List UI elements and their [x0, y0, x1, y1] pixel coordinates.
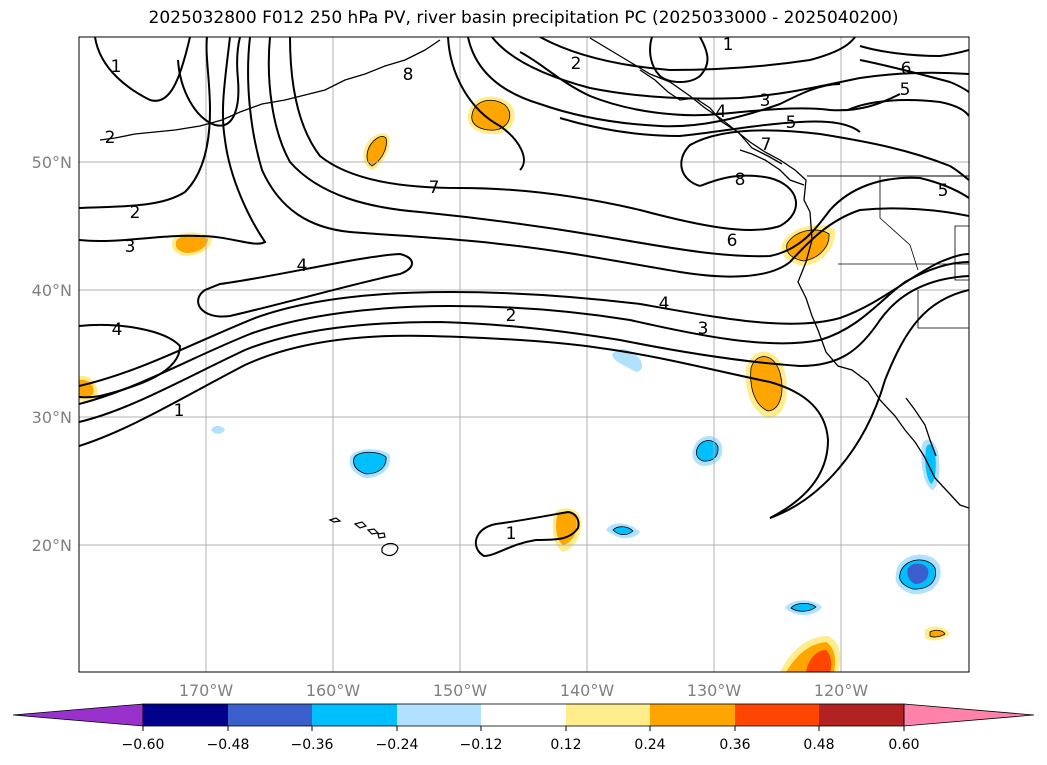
contour-label: 6	[901, 59, 912, 79]
colorbar-tick-label: −0.12	[460, 737, 503, 753]
contour-label: 5	[900, 80, 911, 100]
map-frame	[78, 36, 970, 673]
contour-label: 2	[130, 203, 141, 223]
contour-label: 4	[659, 294, 670, 314]
figure-title: 2025032800 F012 250 hPa PV, river basin …	[148, 8, 899, 28]
contour-label: 4	[716, 102, 727, 122]
contour-label: 2	[105, 128, 116, 148]
pv-contour-labels: 1 2 2 3 4 4 1 7 2 4 3 2 1 3 4 5 7 8 6 6 …	[105, 35, 949, 544]
anomaly-outlines	[353, 99, 946, 638]
lon-tick-label: 170°W	[179, 681, 234, 700]
colorbar-tick-label: −0.24	[376, 737, 419, 753]
colorbar-segment	[481, 704, 566, 726]
lat-tick-label: 30°N	[32, 408, 72, 427]
colorbar-tick-label: 0.24	[634, 737, 665, 753]
latitude-labels: 50°N 40°N 30°N 20°N	[32, 153, 72, 555]
colorbar-segment	[143, 704, 228, 726]
colorbar-tick-label: −0.36	[291, 737, 334, 753]
contour-label: 1	[723, 35, 734, 55]
contour-label: 1	[506, 524, 517, 544]
colorbar-segment	[566, 704, 650, 726]
colorbar-tick-label: 0.60	[888, 737, 919, 753]
contour-label: 1	[174, 401, 185, 421]
lat-tick-label: 40°N	[32, 281, 72, 300]
contour-label: 3	[698, 319, 709, 339]
colorbar-low-extension	[12, 703, 144, 727]
colorbar-segment	[650, 704, 735, 726]
lat-tick-label: 50°N	[32, 153, 72, 172]
colorbar-segment	[735, 704, 819, 726]
contour-label: 5	[786, 113, 797, 133]
lon-tick-label: 130°W	[687, 681, 742, 700]
colorbar-tick-label: 0.36	[719, 737, 750, 753]
longitude-labels: 170°W 160°W 150°W 140°W 130°W 120°W	[179, 681, 869, 700]
lon-tick-label: 120°W	[814, 681, 869, 700]
colorbar-segment	[819, 704, 904, 726]
contour-label: 8	[735, 170, 746, 190]
contour-label: 5	[938, 181, 949, 201]
contour-label: 7	[429, 178, 440, 198]
lon-tick-label: 150°W	[433, 681, 488, 700]
contour-label: 6	[727, 231, 738, 251]
pv-contours	[79, 37, 969, 558]
coastlines	[99, 37, 969, 509]
colorbar-tick-label: 0.48	[803, 737, 834, 753]
gridlines	[79, 37, 969, 672]
contour-label: 1	[111, 57, 122, 77]
contour-label: 4	[297, 256, 308, 276]
colorbar-tick-label: 0.12	[550, 737, 581, 753]
lon-tick-label: 160°W	[306, 681, 361, 700]
contour-label: 2	[571, 54, 582, 74]
contour-label: 3	[760, 91, 771, 111]
colorbar-tick-label: −0.60	[122, 737, 165, 753]
colorbar-segment	[312, 704, 397, 726]
contour-label: 4	[112, 320, 123, 340]
lon-tick-label: 140°W	[560, 681, 615, 700]
colorbar: −0.60 −0.48 −0.36 −0.24 −0.12 0.12 0.24 …	[12, 703, 1035, 753]
colorbar-tick-label: −0.48	[207, 737, 250, 753]
contour-label: 2	[506, 306, 517, 326]
colorbar-segment	[397, 704, 481, 726]
contour-label: 3	[125, 237, 136, 257]
hawaii-islands	[328, 517, 399, 557]
contour-label: 8	[403, 65, 414, 85]
lat-tick-label: 20°N	[32, 536, 72, 555]
precip-negative-anomalies	[211, 349, 941, 616]
colorbar-high-extension	[903, 703, 1035, 727]
colorbar-segment	[228, 704, 312, 726]
contour-label: 7	[761, 135, 772, 155]
